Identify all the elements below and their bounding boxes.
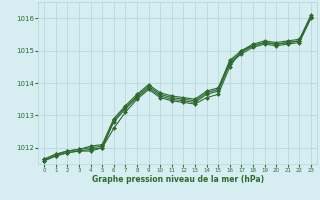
- X-axis label: Graphe pression niveau de la mer (hPa): Graphe pression niveau de la mer (hPa): [92, 175, 264, 184]
